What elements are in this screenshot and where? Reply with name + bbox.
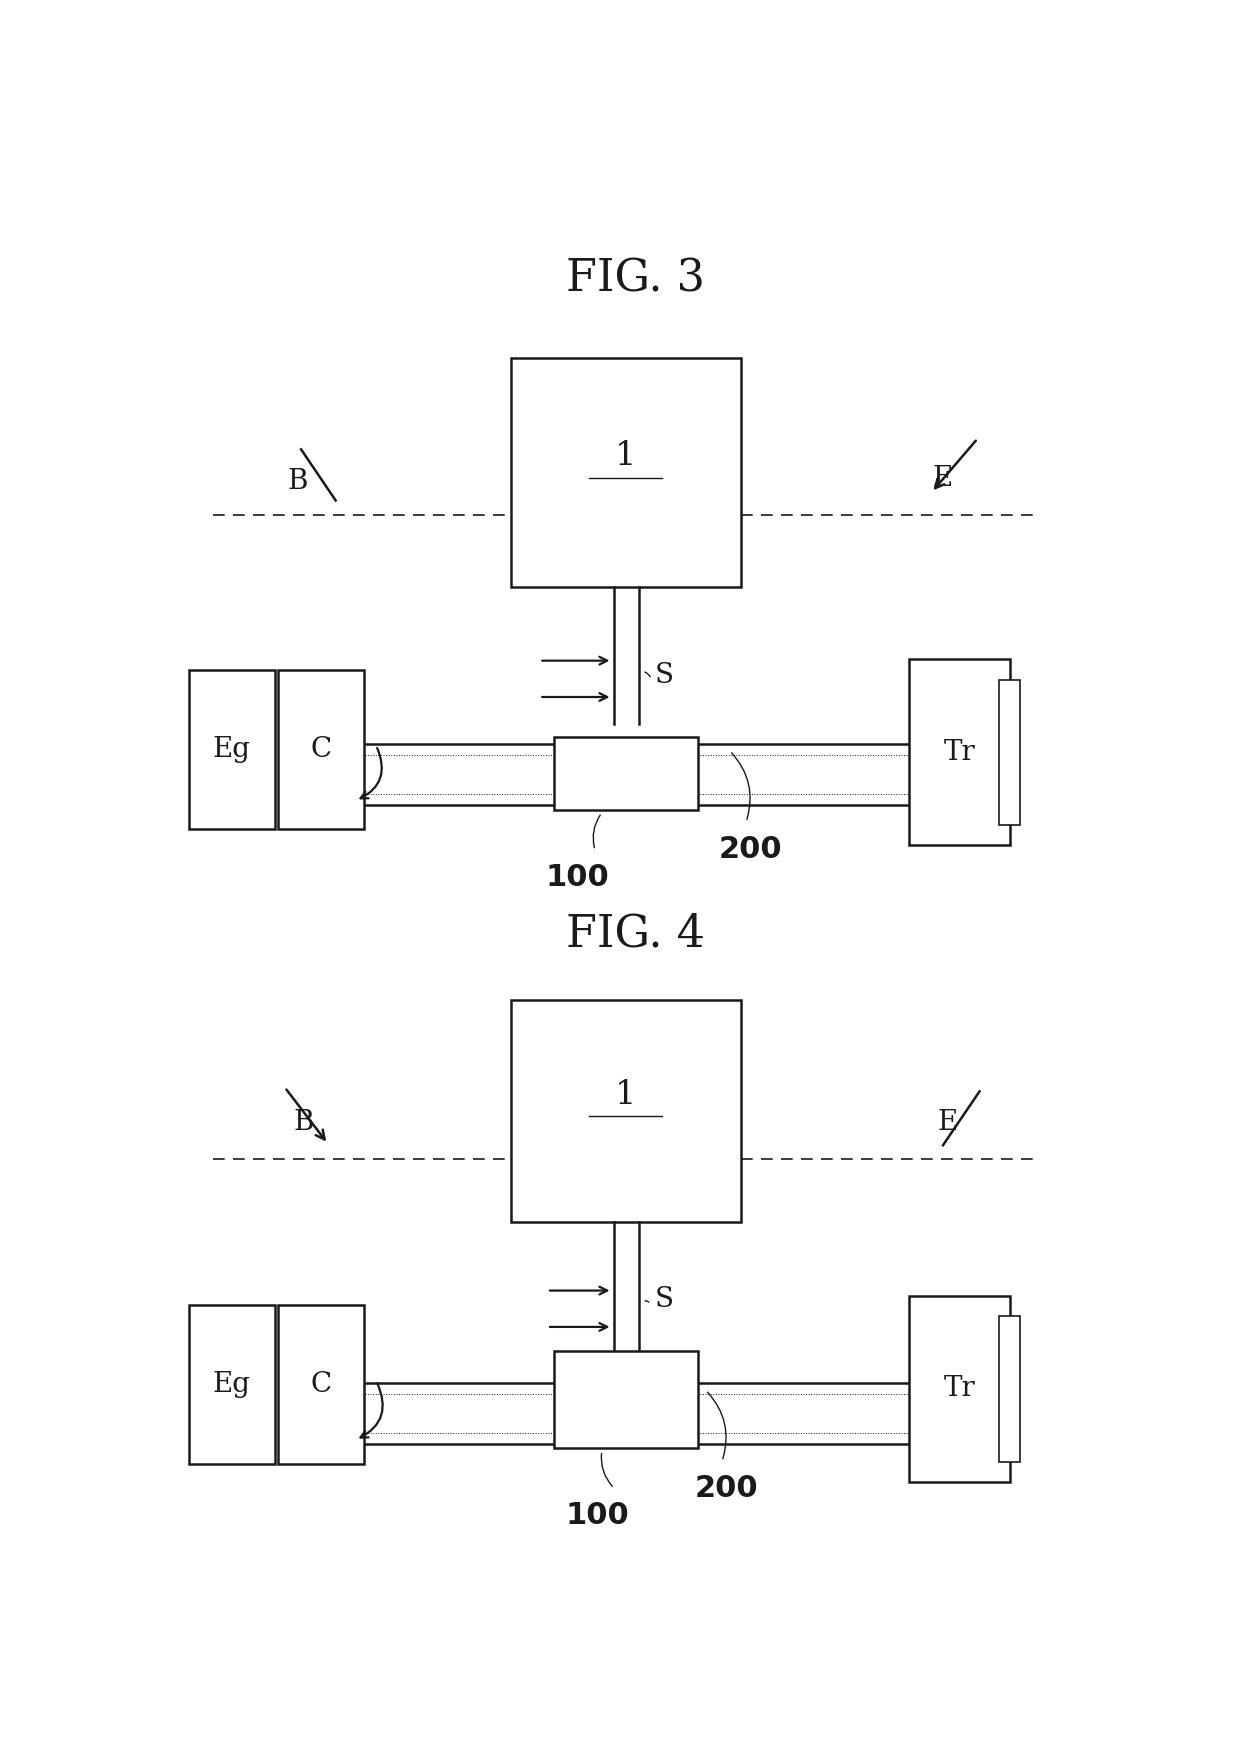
FancyBboxPatch shape [554, 738, 698, 809]
Text: 1: 1 [615, 1079, 636, 1110]
Text: Tr: Tr [944, 1376, 976, 1402]
FancyBboxPatch shape [188, 1306, 275, 1465]
FancyBboxPatch shape [554, 1351, 698, 1447]
Text: C: C [311, 736, 332, 762]
FancyBboxPatch shape [278, 1306, 365, 1465]
FancyBboxPatch shape [909, 659, 1011, 844]
Text: C: C [311, 1370, 332, 1398]
Text: Tr: Tr [944, 739, 976, 766]
FancyBboxPatch shape [511, 358, 742, 587]
Text: FIG. 4: FIG. 4 [565, 912, 706, 956]
Text: 100: 100 [546, 864, 610, 891]
Text: 100: 100 [565, 1502, 629, 1530]
Text: FIG. 3: FIG. 3 [567, 257, 704, 301]
Text: Eg: Eg [213, 736, 250, 762]
FancyBboxPatch shape [998, 1316, 1019, 1461]
Text: S: S [655, 662, 673, 689]
FancyBboxPatch shape [278, 669, 365, 829]
Text: 200: 200 [719, 834, 782, 864]
Text: B: B [286, 468, 308, 495]
FancyBboxPatch shape [998, 680, 1019, 825]
Text: 200: 200 [694, 1474, 759, 1503]
FancyBboxPatch shape [188, 669, 275, 829]
FancyBboxPatch shape [909, 1295, 1011, 1482]
Text: Eg: Eg [213, 1370, 250, 1398]
Text: B: B [294, 1108, 314, 1136]
Text: S: S [655, 1287, 673, 1313]
Text: E: E [937, 1108, 959, 1136]
Text: 1: 1 [615, 440, 636, 472]
FancyBboxPatch shape [511, 1000, 742, 1222]
Text: E: E [932, 465, 954, 493]
